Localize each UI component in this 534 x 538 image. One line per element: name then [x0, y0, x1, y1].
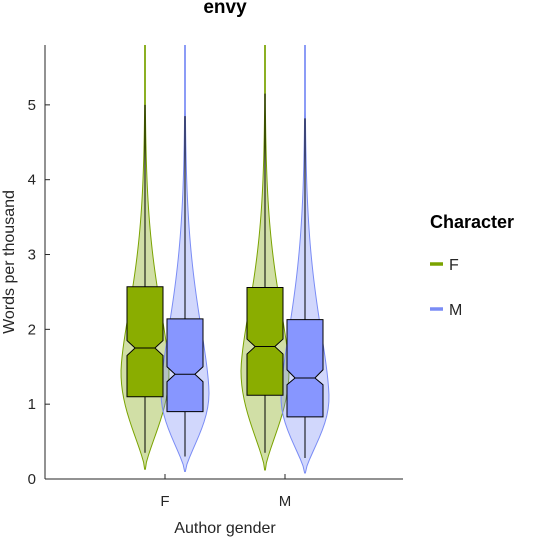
- y-tick-label: 3: [28, 247, 36, 264]
- box-F-M: [246, 286, 284, 396]
- x-tick-label-F: F: [160, 493, 169, 510]
- y-tick-label: 4: [28, 172, 36, 189]
- y-axis-title: Words per thousand: [1, 190, 18, 334]
- x-tick-label-M: M: [279, 493, 292, 510]
- x-axis-title: Author gender: [174, 520, 276, 537]
- y-tick-label: 5: [28, 97, 36, 114]
- y-tick-label: 2: [28, 321, 36, 338]
- legend-label-F: F: [449, 257, 459, 274]
- y-tick-label: 1: [28, 396, 36, 413]
- y-tick-label: 0: [28, 471, 36, 488]
- legend-title: Character: [430, 212, 514, 232]
- legend-label-M: M: [449, 302, 462, 319]
- box-M-F: [166, 318, 204, 413]
- chart-title: envy: [203, 0, 247, 18]
- box-M-M: [286, 319, 324, 418]
- plot-area: [120, 45, 330, 474]
- box-F-F: [126, 286, 164, 398]
